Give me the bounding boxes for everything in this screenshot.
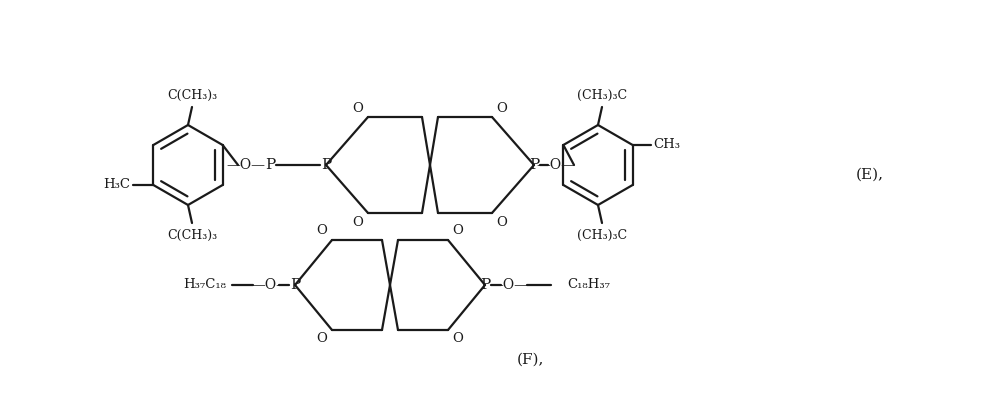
Text: (CH₃)₃C: (CH₃)₃C [577,228,627,241]
Text: P: P [529,158,539,172]
Text: CH₃: CH₃ [653,139,681,152]
Text: —O—: —O— [227,158,265,172]
Text: O: O [497,215,507,228]
Text: —O—: —O— [537,158,576,172]
Text: H₃₇C₁₈: H₃₇C₁₈ [184,278,227,291]
Text: O: O [452,225,463,237]
Text: O: O [316,333,327,346]
Text: (F),: (F), [516,353,544,367]
Text: O: O [352,215,363,228]
Text: (E),: (E), [856,168,884,182]
Text: O: O [452,333,463,346]
Text: O: O [352,102,363,115]
Text: H₃C: H₃C [103,178,130,192]
Text: C₁₈H₃₇: C₁₈H₃₇ [568,278,611,291]
Text: —O—: —O— [251,278,290,292]
Text: C(CH₃)₃: C(CH₃)₃ [167,89,217,102]
Text: P: P [480,278,490,292]
Text: P: P [264,158,275,172]
Text: P: P [321,158,331,172]
Text: O: O [316,225,327,237]
Text: P: P [289,278,300,292]
Text: O: O [497,102,507,115]
Text: C(CH₃)₃: C(CH₃)₃ [167,228,217,241]
Text: —O—: —O— [489,278,529,292]
Text: (CH₃)₃C: (CH₃)₃C [577,89,627,102]
